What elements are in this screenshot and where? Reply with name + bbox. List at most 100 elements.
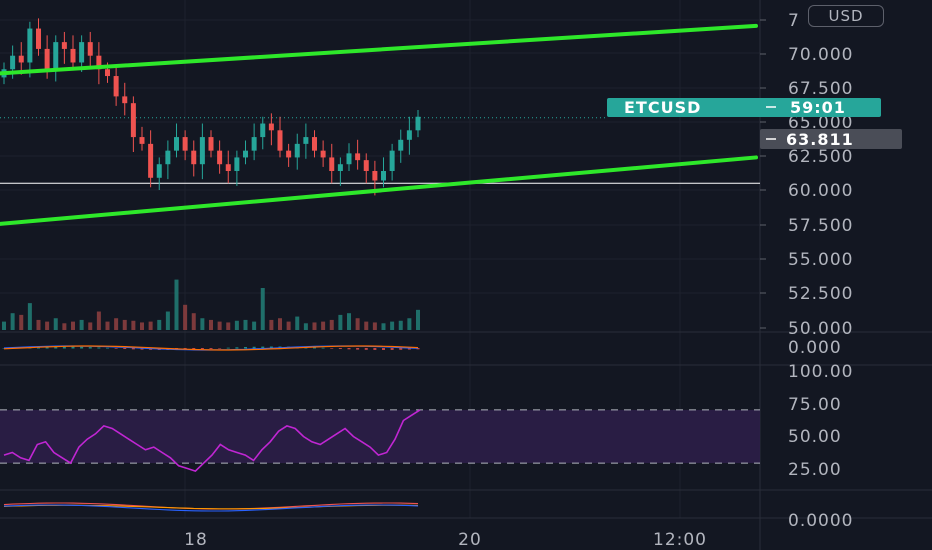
macd-histogram-bar	[226, 347, 230, 349]
volume-bar	[88, 322, 93, 330]
volume-bar	[321, 321, 326, 330]
candle-body	[320, 150, 326, 158]
macd-histogram-bar	[54, 346, 58, 349]
price-tick-label: 52.500	[788, 284, 853, 304]
candle-body	[199, 137, 205, 165]
volume-bar	[183, 304, 188, 330]
volume-bars	[2, 279, 420, 330]
candle	[139, 126, 145, 151]
channel-lower-trendline[interactable]	[0, 155, 758, 226]
candle-body	[10, 55, 16, 70]
candle-body	[208, 137, 214, 151]
candle-body	[355, 153, 361, 161]
candle-body	[156, 164, 162, 178]
rsi-line	[3, 409, 421, 473]
candle	[234, 150, 240, 186]
volume-bar	[114, 318, 119, 330]
candle	[243, 140, 248, 165]
countdown-label: 59:01	[790, 98, 846, 117]
macd-histogram-bar	[261, 346, 265, 349]
macd-histogram-bar	[347, 348, 351, 350]
candlesticks	[1, 18, 421, 196]
volume-bar	[165, 311, 170, 330]
macd-histogram-bar	[338, 348, 342, 349]
candle	[199, 123, 205, 180]
candle-body	[406, 130, 412, 140]
volume-bar	[122, 319, 127, 330]
volume-bar	[260, 288, 265, 330]
volume-bar	[148, 321, 153, 330]
candle-body	[122, 96, 128, 104]
volume-bar	[45, 321, 50, 330]
candle-body	[165, 150, 171, 165]
channel-upper-trendline[interactable]	[0, 23, 758, 76]
volume-bar	[329, 319, 334, 330]
price-tick-label: 55.000	[788, 250, 853, 270]
candle	[156, 157, 162, 190]
candle-body	[372, 171, 378, 181]
volume-bar	[27, 303, 32, 330]
candle	[337, 157, 343, 186]
volume-bar	[355, 318, 360, 330]
macd-histogram-bar	[235, 347, 239, 349]
currency-button[interactable]: USD	[808, 5, 884, 27]
candle-body	[329, 157, 335, 171]
candle-body	[234, 157, 240, 171]
candle-body	[398, 139, 404, 151]
macd-pane[interactable]	[2, 345, 420, 351]
volume-bar	[2, 321, 6, 330]
candle-body	[148, 143, 154, 178]
candle	[303, 123, 309, 159]
dmi-tick-label: 0.0000	[788, 511, 853, 531]
candle-body	[303, 137, 309, 144]
candle	[381, 157, 386, 188]
macd-histogram-bar	[71, 346, 75, 349]
macd-histogram-bar	[356, 348, 360, 350]
rsi-pane[interactable]	[0, 409, 760, 473]
dmi-pane[interactable]	[3, 502, 419, 512]
volume-bar	[209, 319, 213, 330]
volume-bar	[295, 316, 300, 330]
candle	[277, 116, 283, 158]
volume-bar	[347, 313, 351, 330]
candle	[346, 143, 352, 171]
volume-bar	[312, 322, 317, 330]
time-axis[interactable]: 18 20 12:00	[184, 530, 707, 550]
candle-body	[53, 42, 59, 70]
volume-bar	[398, 320, 403, 330]
candle-body	[18, 55, 24, 63]
candle	[415, 109, 421, 138]
macd-histogram-bar	[382, 348, 385, 350]
candle	[182, 130, 188, 161]
volume-bar	[157, 319, 162, 330]
candle-body	[70, 48, 76, 63]
macd-histogram-bar	[114, 348, 118, 349]
price-tick-label: 7	[788, 11, 800, 31]
rsi-tick-label: 50.00	[788, 427, 842, 447]
candle-body	[139, 137, 145, 144]
volume-bar	[226, 322, 231, 330]
candle-body	[312, 137, 317, 151]
rsi-tick-label: 100.00	[788, 362, 853, 382]
symbol-tag-label: ETCUSD	[624, 98, 701, 117]
candle-body	[415, 116, 421, 131]
volume-bar	[96, 311, 101, 330]
dmi-line	[3, 504, 419, 512]
current-price-tag: 63.811	[760, 129, 902, 149]
macd-histogram-bar	[321, 347, 325, 349]
price-axis[interactable]: 7 70.000 67.500 65.000 62.500 60.000 57.500 55.…	[760, 11, 853, 531]
volume-bar	[36, 319, 41, 330]
candle	[18, 42, 24, 75]
candle	[36, 18, 41, 56]
price-pane[interactable]	[0, 18, 760, 226]
candle	[355, 139, 361, 170]
volume-bar	[105, 321, 110, 330]
candle	[217, 140, 223, 174]
price-tick-label: 67.500	[788, 79, 853, 99]
macd-histogram-bar	[209, 348, 213, 349]
candle-body	[346, 153, 352, 165]
candle	[406, 116, 412, 155]
macd-histogram-bar	[390, 348, 394, 350]
volume-bar	[79, 319, 84, 330]
